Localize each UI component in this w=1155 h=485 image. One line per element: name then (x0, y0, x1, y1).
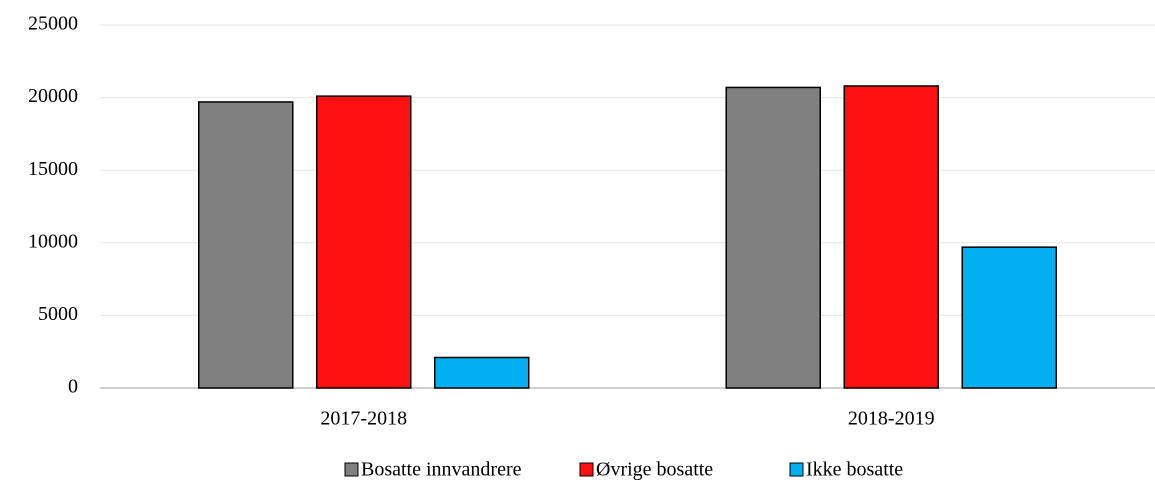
bar (198, 101, 294, 389)
bar (434, 356, 530, 389)
y-tick-label: 20000 (28, 85, 78, 107)
x-tick-label: 2017-2018 (320, 408, 407, 430)
legend-label: Øvrige bosatte (596, 459, 713, 481)
legend-swatch (344, 462, 359, 477)
bar (725, 86, 821, 389)
y-tick-label: 10000 (28, 230, 78, 252)
y-tick-label: 25000 (28, 13, 78, 35)
legend-swatch (579, 462, 594, 477)
y-tick-label: 15000 (28, 158, 78, 180)
legend-label: Bosatte innvandrere (361, 459, 522, 481)
y-tick-label: 0 (68, 376, 78, 398)
x-tick-label: 2018-2019 (848, 408, 935, 430)
bar (843, 85, 939, 389)
bar (316, 95, 412, 389)
legend-swatch (789, 462, 804, 477)
y-tick-label: 5000 (38, 303, 78, 325)
legend-label: Ikke bosatte (806, 459, 903, 481)
bar (961, 246, 1057, 389)
